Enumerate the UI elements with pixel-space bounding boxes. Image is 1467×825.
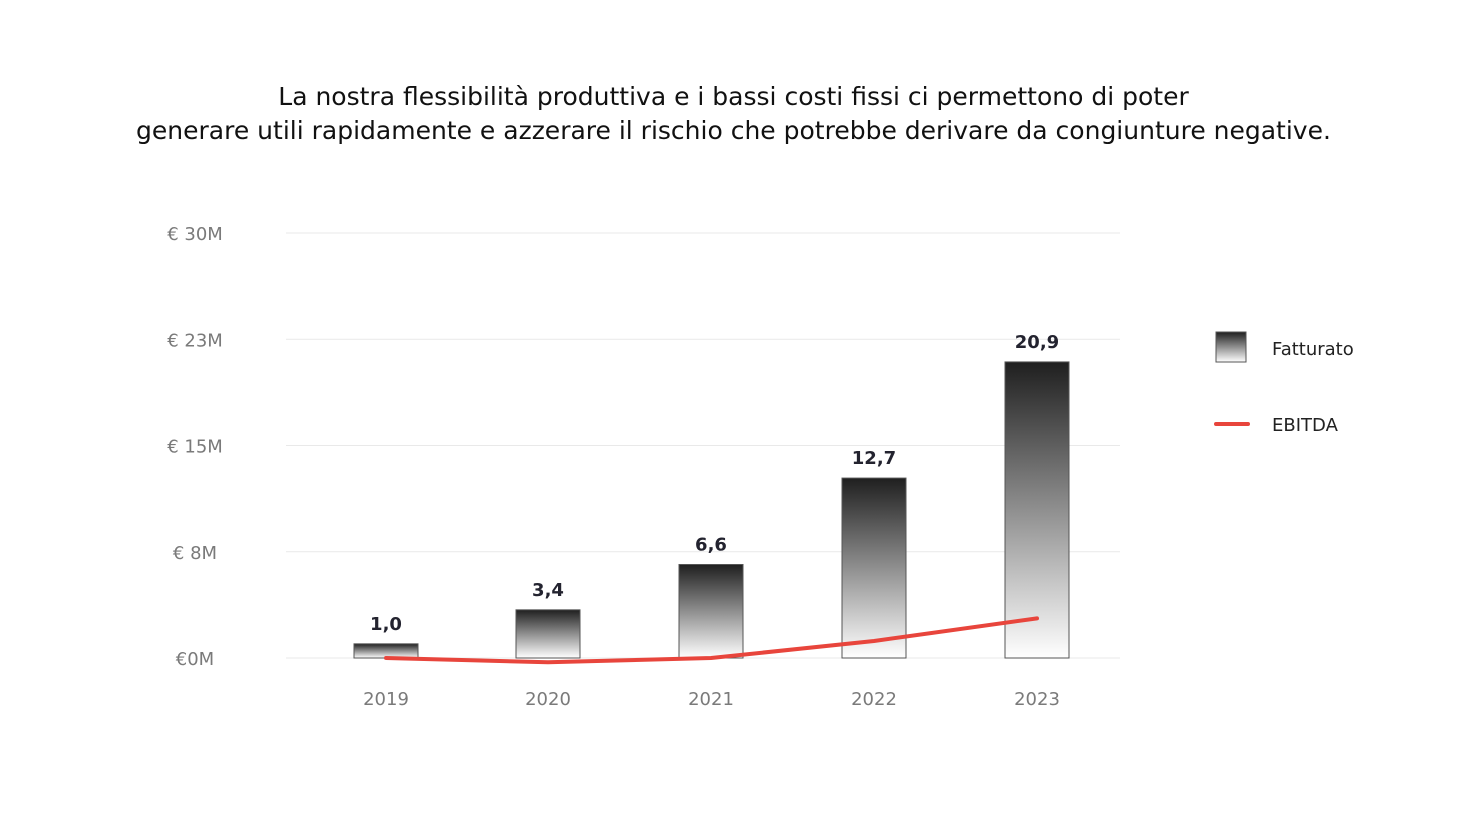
bar-value-label: 1,0 xyxy=(370,614,402,635)
y-axis-ticks: €0M € 8M € 15M € 23M € 30M xyxy=(167,224,223,670)
bar-value-label: 12,7 xyxy=(852,448,896,469)
bar-value-label: 6,6 xyxy=(695,535,727,556)
legend: Fatturato EBITDA xyxy=(1214,331,1354,436)
bar-value-label: 20,9 xyxy=(1015,332,1059,353)
x-axis-ticks: 2019 2020 2021 2022 2023 xyxy=(363,689,1060,710)
bar-fatturato xyxy=(841,477,907,659)
bar-series-fatturato: 1,0 3,4 6,6 12,7 20,9 xyxy=(353,332,1070,659)
x-tick-label: 2020 xyxy=(525,689,571,710)
ebitda-line xyxy=(384,616,1039,665)
chart-title: La nostra flessibilità produttiva e i ba… xyxy=(0,80,1467,148)
legend-label-ebitda: EBITDA xyxy=(1272,415,1339,436)
y-tick-label: € 23M xyxy=(167,330,223,351)
bar-fatturato xyxy=(353,643,419,659)
x-tick-label: 2019 xyxy=(363,689,409,710)
y-tick-label: €0M xyxy=(176,649,214,670)
bar-value-label: 3,4 xyxy=(532,580,564,601)
y-tick-label: € 15M xyxy=(167,437,223,458)
legend-label-fatturato: Fatturato xyxy=(1272,339,1354,360)
bar-fatturato xyxy=(678,564,744,659)
y-tick-label: € 8M xyxy=(173,543,217,564)
bar-fatturato xyxy=(1004,361,1070,659)
x-tick-label: 2022 xyxy=(851,689,897,710)
bar-fatturato xyxy=(515,609,581,659)
title-line-2: generare utili rapidamente e azzerare il… xyxy=(136,116,1331,145)
y-tick-label: € 30M xyxy=(167,224,223,245)
title-line-1: La nostra flessibilità produttiva e i ba… xyxy=(278,82,1189,111)
x-tick-label: 2021 xyxy=(688,689,734,710)
x-tick-label: 2023 xyxy=(1014,689,1060,710)
legend-swatch-fatturato xyxy=(1215,331,1247,363)
line-series-ebitda xyxy=(384,616,1039,665)
